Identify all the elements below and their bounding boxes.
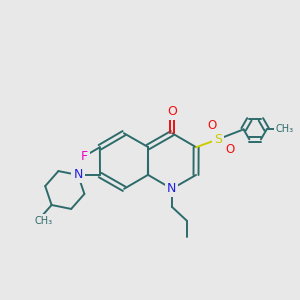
Text: CH₃: CH₃ <box>34 215 53 226</box>
Text: O: O <box>208 119 217 132</box>
Text: N: N <box>167 182 177 195</box>
Text: CH₃: CH₃ <box>275 124 293 134</box>
Text: O: O <box>226 143 235 156</box>
Text: F: F <box>81 150 88 163</box>
Text: S: S <box>214 133 222 146</box>
Text: O: O <box>167 105 177 118</box>
Text: N: N <box>73 169 83 182</box>
